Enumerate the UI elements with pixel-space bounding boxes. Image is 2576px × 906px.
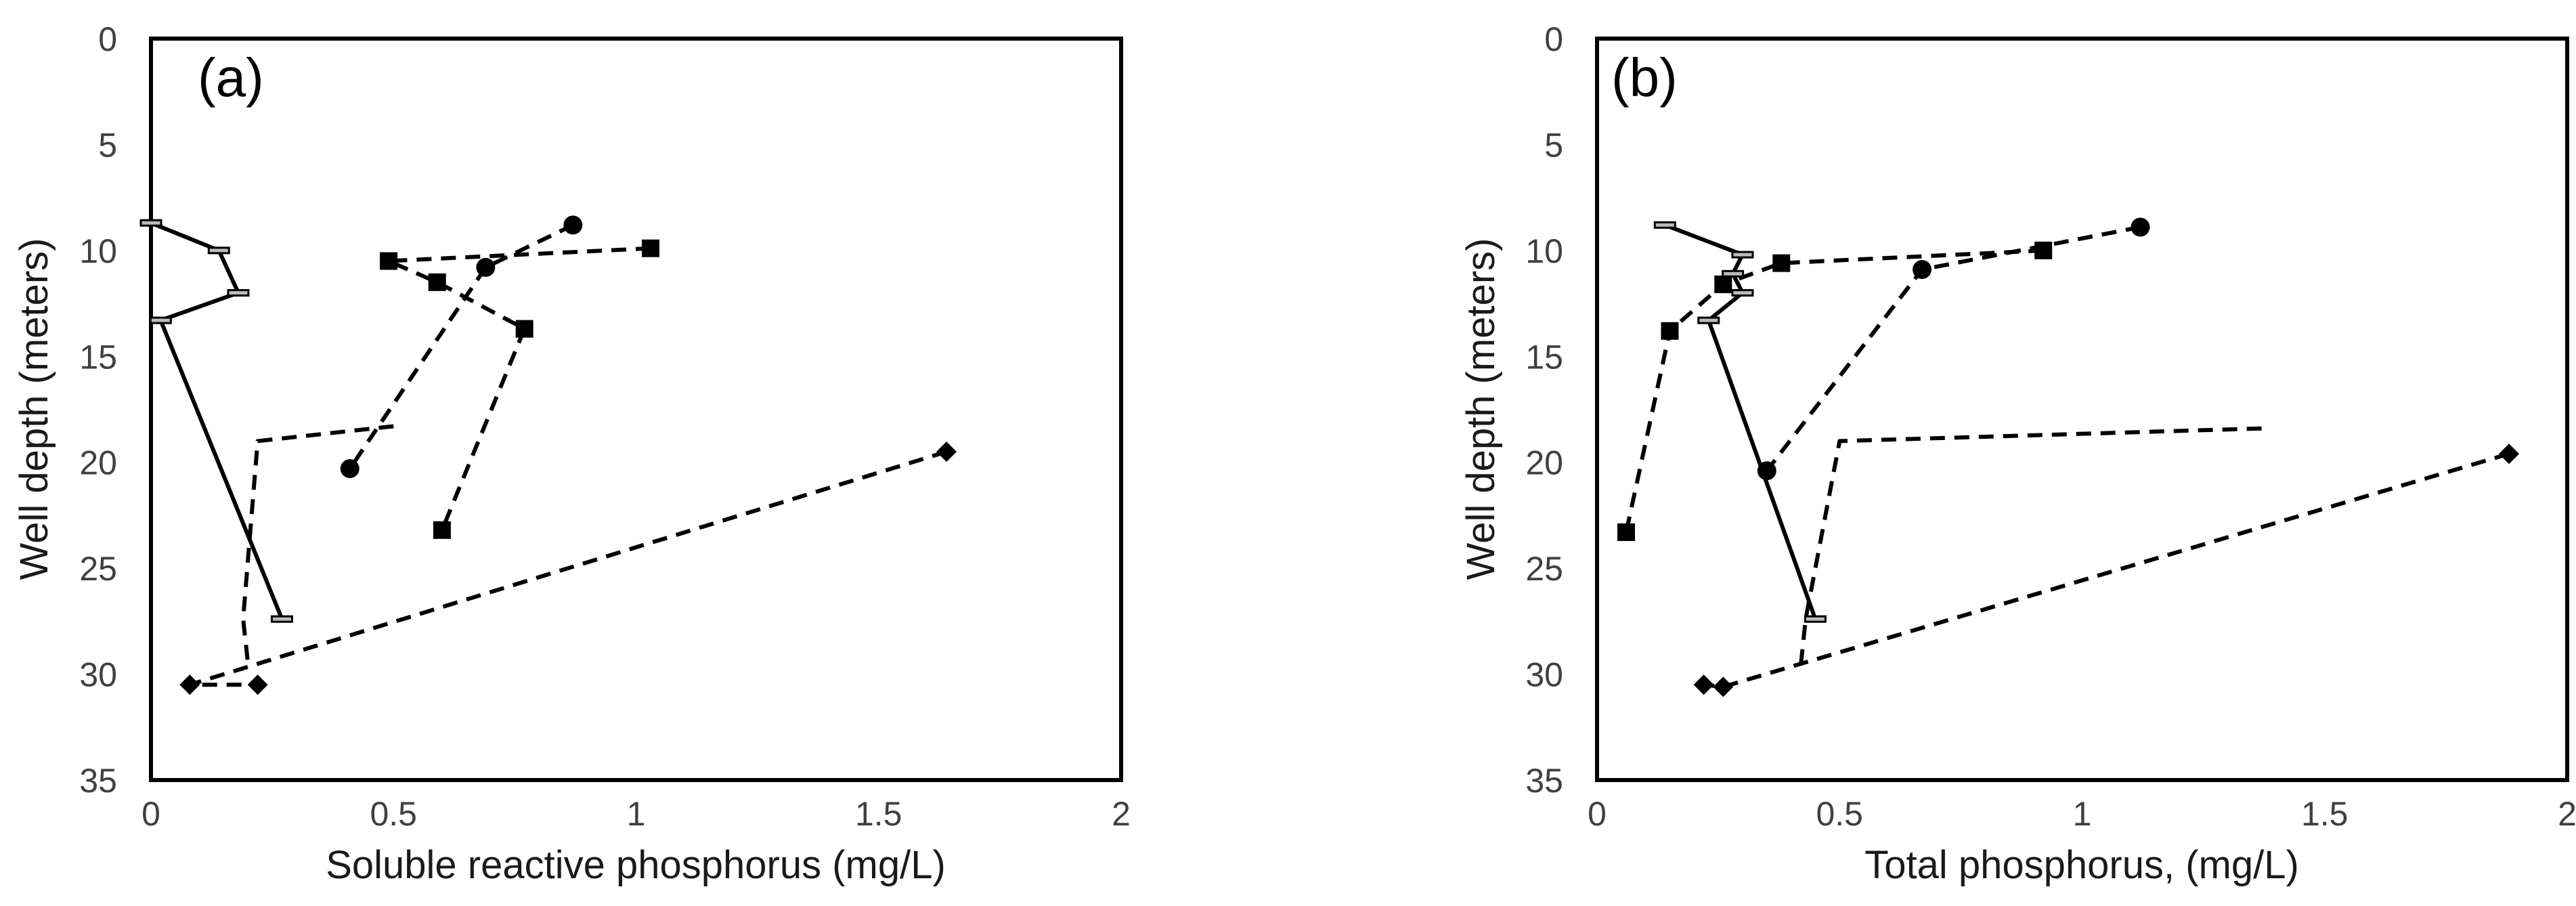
x-tick-label-a-3: 1.5: [855, 795, 902, 833]
data-point-dash-marker-a-1: [207, 246, 230, 255]
data-point-dash-marker-b-1: [1731, 251, 1754, 259]
data-point-square-b-4: [1617, 523, 1635, 541]
data-point-square-b-2: [1714, 275, 1732, 293]
data-point-dash-marker-b-0: [1653, 221, 1676, 229]
data-point-square-a-1: [380, 252, 398, 270]
series-line-plain-a: [241, 424, 394, 664]
data-point-diamond-a-1: [179, 674, 200, 695]
y-tick-label-a-7: 35: [79, 762, 117, 800]
series-line-circle-a: [348, 223, 574, 470]
plot-frame-b: [1595, 37, 2569, 782]
y-tick-label-b-0: 0: [1544, 20, 1563, 58]
panel-label-b: (b): [1611, 47, 1678, 108]
data-point-square-a-0: [641, 239, 659, 257]
panel-b: (b) Total phosphorus, (mg/L) Well depth …: [1459, 20, 2576, 887]
y-tick-label-a-2: 10: [79, 232, 117, 270]
series-line-square-b: [1624, 248, 2044, 533]
data-point-dash-marker-b-3: [1731, 288, 1754, 297]
data-point-square-b-3: [1661, 322, 1679, 340]
x-axis-label-b: Total phosphorus, (mg/L): [1864, 843, 2299, 887]
data-point-diamond-b-1: [1713, 676, 1734, 697]
data-point-diamond-a-2: [247, 674, 268, 695]
x-tick-label-a-4: 2: [1112, 795, 1131, 833]
x-tick-label-b-0: 0: [1588, 795, 1607, 833]
y-tick-label-a-5: 25: [79, 550, 117, 588]
x-tick-label-a-1: 0.5: [370, 795, 417, 833]
data-point-dash-marker-b-5: [1804, 615, 1827, 623]
series-group-b: [1617, 217, 2520, 697]
data-point-circle-b-1: [1913, 260, 1932, 280]
data-point-square-a-4: [433, 521, 451, 539]
series-line-diamond-a: [188, 450, 947, 687]
y-tick-label-a-4: 20: [79, 444, 117, 482]
y-tick-label-b-6: 30: [1525, 656, 1563, 694]
data-point-circle-a-0: [563, 215, 583, 235]
x-ticks-b: 0 0.5 1 1.5 2: [1588, 795, 2576, 833]
panel-label-a: (a): [198, 47, 264, 108]
x-tick-label-b-4: 2: [2558, 795, 2576, 833]
y-ticks-b: 0 5 10 15 20 25 30 35: [1525, 20, 1563, 800]
plot-frame-a: [149, 37, 1123, 782]
data-point-circle-a-1: [476, 257, 496, 277]
data-point-dash-marker-a-4: [270, 615, 293, 623]
data-point-dash-marker-b-2: [1722, 269, 1745, 278]
y-tick-label-b-1: 5: [1544, 126, 1563, 164]
series-line-square-a: [387, 246, 651, 531]
y-tick-label-b-2: 10: [1525, 232, 1563, 270]
data-point-dash-marker-b-4: [1697, 316, 1720, 324]
y-tick-label-a-6: 30: [79, 656, 117, 694]
y-axis-label-b: Well depth (meters): [1459, 238, 1503, 580]
x-tick-label-b-2: 1: [2073, 795, 2092, 833]
panel-a: (a) Soluble reactive phosphorus (mg/L) W…: [12, 20, 1131, 887]
x-ticks-a: 0 0.5 1 1.5 2: [141, 795, 1131, 833]
x-tick-label-a-2: 1: [627, 795, 646, 833]
y-tick-label-b-3: 15: [1525, 338, 1563, 376]
x-tick-label-b-3: 1.5: [2301, 795, 2349, 833]
data-point-square-a-3: [515, 320, 533, 338]
x-axis-label-a: Soluble reactive phosphorus (mg/L): [326, 843, 946, 887]
y-ticks-a: 0 5 10 15 20 25 30 35: [79, 20, 117, 800]
data-point-circle-b-0: [2131, 217, 2150, 237]
data-point-circle-a-2: [340, 459, 359, 479]
y-tick-label-a-3: 15: [79, 338, 117, 376]
y-tick-label-b-4: 20: [1525, 444, 1563, 482]
y-tick-label-a-1: 5: [98, 126, 117, 164]
series-line-dash-marker-b: [1664, 223, 1818, 620]
x-tick-label-a-0: 0: [141, 795, 160, 833]
data-point-circle-b-2: [1757, 461, 1776, 481]
x-tick-label-b-1: 0.5: [1816, 795, 1863, 833]
data-point-square-a-2: [428, 273, 446, 291]
data-point-diamond-a-0: [936, 441, 957, 462]
data-point-diamond-b-2: [1693, 674, 1714, 695]
data-point-dash-marker-a-2: [227, 288, 250, 297]
y-axis-label-a: Well depth (meters): [12, 238, 56, 580]
data-point-dash-marker-a-0: [139, 219, 162, 227]
series-line-dash-marker-a: [150, 221, 284, 620]
series-line-plain-b: [1798, 426, 2262, 666]
data-point-dash-marker-a-3: [149, 316, 172, 324]
y-tick-label-b-5: 25: [1525, 550, 1563, 588]
series-group-a: [139, 215, 957, 695]
data-point-diamond-b-0: [2499, 444, 2520, 465]
series-line-diamond-b: [1703, 452, 2510, 689]
y-tick-label-a-0: 0: [98, 20, 117, 58]
y-tick-label-b-7: 35: [1525, 762, 1563, 800]
data-point-square-b-1: [1772, 254, 1791, 272]
